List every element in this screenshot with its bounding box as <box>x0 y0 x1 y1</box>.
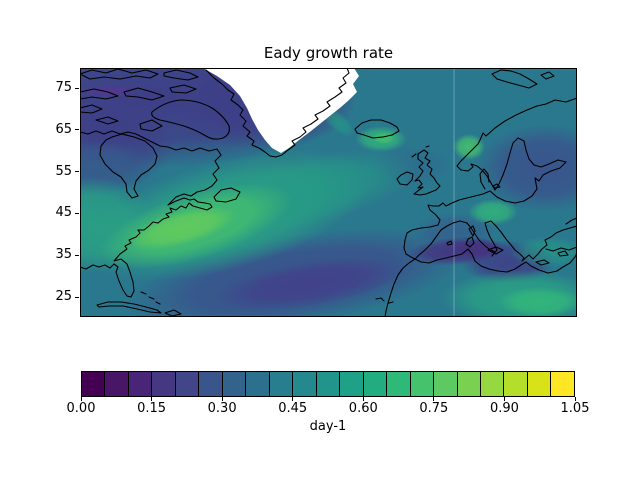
y-tick-mark <box>75 296 79 298</box>
map-canvas <box>80 68 577 317</box>
y-tick-mark <box>75 87 79 89</box>
coastlines <box>80 68 577 317</box>
colorbar-tick-mark <box>362 397 364 401</box>
colorbar-segment <box>82 372 106 396</box>
colorbar-tick-label: 0.60 <box>348 401 378 416</box>
coastline-arctic-islands <box>80 68 159 80</box>
colorbar-tick-label: 0.75 <box>419 401 449 416</box>
colorbar-tick-mark <box>221 397 223 401</box>
y-tick-label: 55 <box>55 163 72 179</box>
greenland-mask <box>203 68 359 153</box>
coastline-europe-mainland <box>403 97 577 262</box>
colorbar <box>81 371 575 397</box>
y-tick-mark <box>75 129 79 131</box>
coastline-hispaniola <box>164 309 182 317</box>
colorbar-segment <box>410 372 435 396</box>
colorbar-segment <box>504 372 528 396</box>
colorbar-tick-label: 0.45 <box>278 401 308 416</box>
colorbar-tick-mark <box>503 397 505 401</box>
coastline-black-sea <box>565 217 577 225</box>
colorbar-tick-label: 1.05 <box>560 401 590 416</box>
colorbar-segment <box>316 372 341 396</box>
colorbar-segment <box>246 372 270 396</box>
colorbar-segment <box>551 372 574 396</box>
coastline-svalbard <box>491 69 555 89</box>
y-tick-mark <box>75 171 79 173</box>
colorbar-segment <box>222 372 247 396</box>
coastline-uk <box>413 149 441 196</box>
colorbar-segment <box>434 372 458 396</box>
colorbar-segment <box>105 372 129 396</box>
chart-title: Eady growth rate <box>263 44 394 62</box>
coastline-newfoundland <box>213 187 241 203</box>
y-tick-label: 45 <box>55 205 72 221</box>
coastline-north-africa <box>414 248 577 274</box>
coastline-greenland <box>205 68 350 158</box>
colorbar-tick-label: 0.30 <box>207 401 237 416</box>
y-tick-mark <box>75 212 79 214</box>
coastline-med-islands <box>446 225 569 266</box>
y-tick-mark <box>75 254 79 256</box>
coastline-cuba <box>96 301 162 314</box>
colorbar-segment <box>527 372 552 396</box>
colorbar-tick-mark <box>151 397 153 401</box>
y-tick-label: 65 <box>55 121 72 137</box>
colorbar-segment <box>340 372 364 396</box>
coastline-ireland <box>396 171 414 186</box>
y-tick-label: 75 <box>55 80 72 95</box>
colorbar-tick-mark <box>574 397 576 401</box>
colorbar-tick-label: 0.90 <box>489 401 519 416</box>
colorbar-tick-mark <box>292 397 294 401</box>
colorbar-axis-label: day-1 <box>309 419 347 434</box>
coastline-hudson-bay <box>99 133 158 199</box>
colorbar-segment <box>363 372 388 396</box>
map-wrap <box>80 68 577 317</box>
colorbar-segment <box>128 372 153 396</box>
colorbar-segment <box>199 372 223 396</box>
colorbar-segment <box>269 372 294 396</box>
colorbar-tick-mark <box>80 397 82 401</box>
colorbar-segment <box>152 372 176 396</box>
coastline-baffin-island <box>151 99 230 140</box>
coastline-iceland <box>354 119 400 139</box>
coastline-turkey-south <box>545 246 577 252</box>
colorbar-segment <box>480 372 505 396</box>
colorbar-tick-label: 0.15 <box>137 401 167 416</box>
colorbar-tick-label: 0.00 <box>66 401 96 416</box>
colorbar-segment <box>457 372 481 396</box>
y-tick-label: 35 <box>55 247 72 263</box>
colorbar-segment <box>175 372 200 396</box>
map-frame <box>80 68 577 317</box>
coastline-north-america <box>80 130 222 298</box>
coastline-morocco-atlantic <box>384 258 416 317</box>
colorbar-tick-mark <box>433 397 435 401</box>
coastline-denmark <box>479 168 501 190</box>
y-tick-label: 25 <box>55 289 72 304</box>
colorbar-segment <box>293 372 317 396</box>
colorbar-segment <box>387 372 411 396</box>
